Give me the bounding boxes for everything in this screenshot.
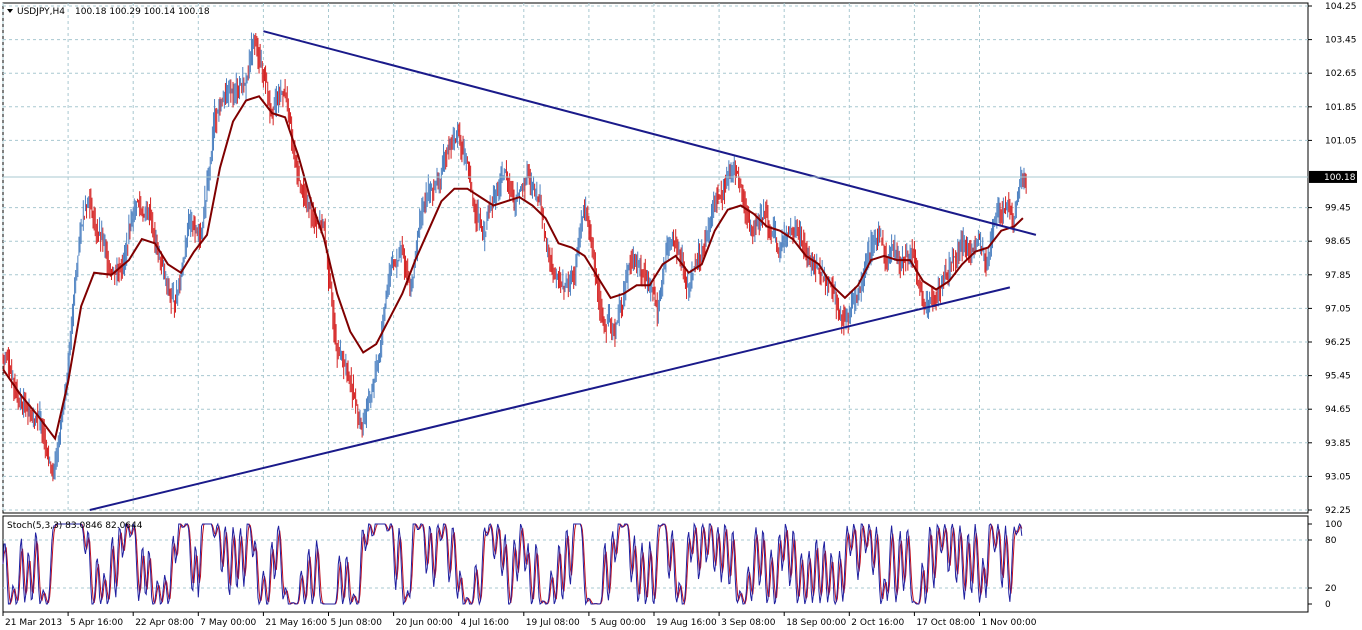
trendlines[interactable] <box>89 30 1037 511</box>
time-tick-label: 4 Jul 16:00 <box>461 618 510 628</box>
stochastic-panel[interactable]: Stoch(5,3,3) 83.0846 82.0644 <box>2 515 1309 613</box>
current-price-text: 100.18 <box>1324 173 1356 183</box>
trendline-support[interactable] <box>89 286 1011 511</box>
price-tick-label: 102.65 <box>1325 69 1357 79</box>
price-tick-label: 92.25 <box>1325 506 1351 516</box>
time-tick-label: 2 Oct 16:00 <box>851 618 904 628</box>
time-tick-label: 21 May 16:00 <box>265 618 327 628</box>
price-tick-label: 97.85 <box>1325 271 1351 281</box>
stoch-tick-label: 0 <box>1325 600 1331 610</box>
price-tick-label: 98.65 <box>1325 237 1351 247</box>
time-tick-label: 5 Aug 00:00 <box>591 618 646 628</box>
time-tick-label: 1 Nov 00:00 <box>982 618 1037 628</box>
price-bars <box>2 32 1027 482</box>
time-tick-label: 5 Jun 08:00 <box>331 618 383 628</box>
symbol-label: USDJPY,H4 <box>17 7 65 17</box>
stoch-tick-label: 80 <box>1325 536 1337 546</box>
price-tick-label: 103.45 <box>1325 36 1357 46</box>
time-tick-label: 3 Sep 08:00 <box>721 618 776 628</box>
time-axis: 21 Mar 2013 5 Apr 16:00 22 Apr 08:00 7 May … <box>2 612 1037 628</box>
price-grid <box>2 3 1308 513</box>
time-tick-label: 20 Jun 00:00 <box>396 618 453 628</box>
ohlc-values: 100.18 100.29 100.14 100.18 <box>75 7 210 17</box>
price-tick-label: 101.05 <box>1325 136 1357 146</box>
stochastic-main-line <box>2 522 1023 606</box>
trendline-resistance[interactable] <box>263 30 1037 236</box>
price-tick-label: 96.25 <box>1325 338 1351 348</box>
price-panel[interactable] <box>2 2 1309 514</box>
current-price-badge <box>1309 170 1357 183</box>
stoch-tick-label: 20 <box>1325 584 1337 594</box>
stoch-tick-label: 100 <box>1325 520 1342 530</box>
dropdown-triangle-icon[interactable] <box>7 9 13 13</box>
time-tick-label: 18 Sep 00:00 <box>786 618 846 628</box>
price-axis: 104.25 103.45 102.65 101.85 101.05 99.45 98.65… <box>1308 2 1357 516</box>
price-tick-label: 93.05 <box>1325 472 1351 482</box>
moving-average-line <box>2 95 1024 441</box>
stochastic-axis: 100 80 20 0 <box>1308 520 1342 610</box>
time-tick-label: 19 Aug 16:00 <box>656 618 717 628</box>
stochastic-signal-line <box>2 522 1023 606</box>
price-tick-label: 97.05 <box>1325 304 1351 314</box>
chart-header: USDJPY,H4 100.18 100.29 100.14 100.18 <box>7 7 210 17</box>
price-tick-label: 95.45 <box>1325 372 1351 382</box>
current-price-label: 100.18 <box>1309 170 1357 183</box>
price-tick-label: 104.25 <box>1325 2 1357 12</box>
time-tick-label: 22 Apr 08:00 <box>135 618 194 628</box>
time-tick-label: 7 May 00:00 <box>200 618 256 628</box>
time-tick-label: 21 Mar 2013 <box>5 618 62 628</box>
time-tick-label: 17 Oct 08:00 <box>916 618 975 628</box>
price-tick-label: 94.65 <box>1325 405 1351 415</box>
time-tick-label: 19 Jul 08:00 <box>526 618 580 628</box>
time-tick-label: 5 Apr 16:00 <box>70 618 123 628</box>
price-tick-label: 99.45 <box>1325 204 1351 214</box>
stochastic-label: Stoch(5,3,3) 83.0846 82.0644 <box>7 521 143 531</box>
price-tick-label: 93.85 <box>1325 439 1351 449</box>
price-tick-label: 101.85 <box>1325 103 1357 113</box>
